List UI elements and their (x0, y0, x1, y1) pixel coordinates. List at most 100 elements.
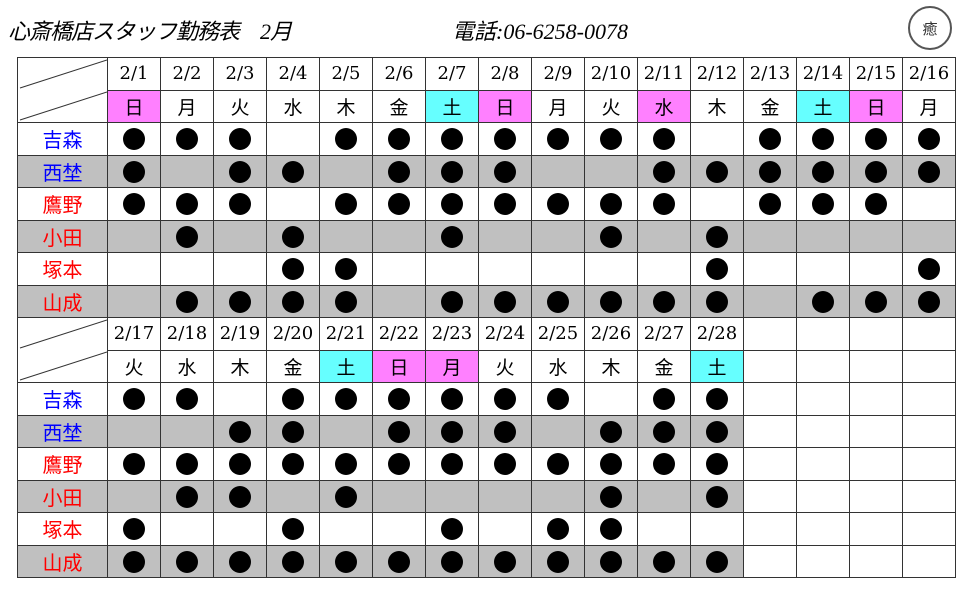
shift-dot-icon (600, 193, 622, 216)
shift-cell (372, 252, 426, 286)
weekday-cell: 火 (478, 349, 532, 383)
date-cell: 2/11 (637, 57, 691, 91)
shift-dot-icon (335, 388, 357, 411)
shift-cell (849, 284, 903, 318)
shift-dot-icon (547, 518, 569, 541)
staff-name: 鷹野 (17, 447, 108, 481)
date-cell: 2/24 (478, 317, 532, 351)
weekday-cell: 土 (319, 349, 373, 383)
staff-name: 西埜 (17, 154, 108, 188)
shift-cell (478, 479, 532, 513)
shift-cell (690, 122, 744, 156)
weekday-cell: 木 (584, 349, 638, 383)
shift-dot-icon (229, 128, 251, 151)
shift-dot-icon (865, 128, 887, 151)
shift-dot-icon (441, 420, 463, 443)
shift-dot-icon (176, 225, 198, 248)
shift-cell (637, 544, 691, 578)
shift-dot-icon (388, 160, 410, 183)
shift-dot-icon (600, 128, 622, 151)
shift-cell (637, 382, 691, 416)
shift-cell (160, 122, 214, 156)
date-row: 2/17 2/18 2/19 2/20 2/21 2/22 2/23 2/24 2/25 2/26… (17, 317, 956, 383)
shift-dot-icon (494, 193, 516, 216)
shift-dot-icon (282, 160, 304, 183)
shift-cell (372, 447, 426, 481)
shift-cell (584, 122, 638, 156)
shift-cell (902, 154, 956, 188)
staff-row: 西埜 (17, 154, 956, 188)
staff-name: 小田 (17, 479, 108, 513)
shift-cell (372, 414, 426, 448)
shift-cell (478, 284, 532, 318)
shift-dot-icon (918, 290, 940, 313)
shift-cell (266, 447, 320, 481)
shift-cell (266, 219, 320, 253)
shift-dot-icon (547, 128, 569, 151)
shift-cell (531, 447, 585, 481)
shift-cell (690, 447, 744, 481)
shift-cell (690, 252, 744, 286)
shift-dot-icon (600, 550, 622, 573)
shift-dot-icon (282, 225, 304, 248)
shift-cell (743, 122, 797, 156)
shift-cell (743, 284, 797, 318)
shift-cell (531, 187, 585, 221)
date-cell (849, 317, 903, 351)
staff-row: 鷹野 (17, 447, 956, 481)
diagonal-lines (19, 59, 107, 121)
staff-name: 塚本 (17, 252, 108, 286)
date-cell: 2/1 (107, 57, 161, 91)
shift-dot-icon (388, 453, 410, 476)
shift-dot-icon (441, 388, 463, 411)
shift-cell (319, 252, 373, 286)
shift-dot-icon (865, 193, 887, 216)
shift-cell (425, 447, 479, 481)
shift-cell (849, 154, 903, 188)
shift-cell (690, 512, 744, 546)
phone-number: 電話:06-6258-0078 (452, 19, 628, 44)
shift-dot-icon (335, 550, 357, 573)
shift-dot-icon (706, 485, 728, 508)
date-cell: 2/20 (266, 317, 320, 351)
shift-dot-icon (388, 388, 410, 411)
shift-cell (743, 447, 797, 481)
shift-dot-icon (812, 193, 834, 216)
date-cell: 2/7 (425, 57, 479, 91)
shift-dot-icon (759, 193, 781, 216)
shift-cell (107, 219, 161, 253)
shift-cell (796, 414, 850, 448)
shift-cell (743, 154, 797, 188)
shift-cell (425, 154, 479, 188)
shift-dot-icon (494, 453, 516, 476)
weekday-cell: 水 (531, 349, 585, 383)
date-cell: 2/21 (319, 317, 373, 351)
shift-cell (160, 479, 214, 513)
shift-dot-icon (600, 420, 622, 443)
shift-cell (266, 414, 320, 448)
shift-dot-icon (865, 160, 887, 183)
shift-cell (319, 154, 373, 188)
shift-dot-icon (335, 128, 357, 151)
staff-name: 山成 (17, 544, 108, 578)
shift-cell (584, 187, 638, 221)
shift-dot-icon (653, 193, 675, 216)
shift-dot-icon (282, 518, 304, 541)
weekday-cell: 火 (107, 349, 161, 383)
shift-dot-icon (600, 225, 622, 248)
shift-cell (690, 154, 744, 188)
shift-cell (902, 382, 956, 416)
shift-dot-icon (282, 453, 304, 476)
weekday-cell: 金 (372, 89, 426, 123)
shift-cell (690, 187, 744, 221)
shift-dot-icon (441, 453, 463, 476)
shift-dot-icon (229, 193, 251, 216)
weekday-cell: 月 (531, 89, 585, 123)
shift-dot-icon (229, 420, 251, 443)
shift-dot-icon (176, 193, 198, 216)
shift-cell (425, 219, 479, 253)
shift-cell (796, 447, 850, 481)
shift-cell (690, 284, 744, 318)
staff-row: 塚本 (17, 512, 956, 546)
shift-cell (902, 544, 956, 578)
